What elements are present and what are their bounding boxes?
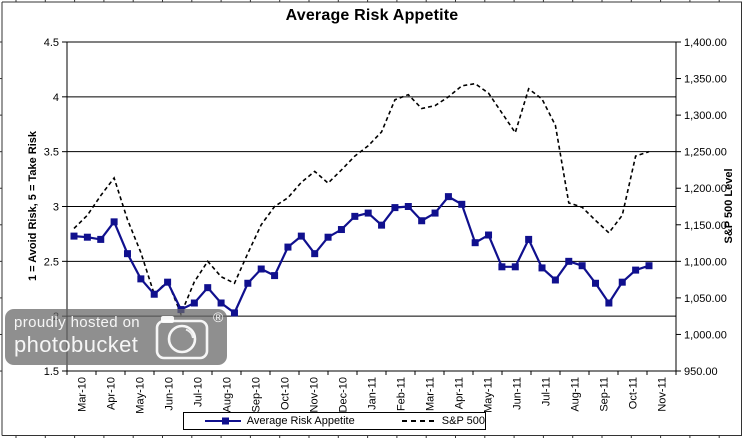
- x-axis-tick-label: Sep-10: [251, 377, 263, 412]
- x-axis-tick-label: Sep-11: [599, 377, 611, 412]
- sp500-line: [73, 82, 650, 317]
- risk-appetite-marker: [364, 209, 372, 217]
- risk-appetite-marker: [458, 200, 466, 208]
- risk-appetite-marker: [645, 262, 653, 270]
- left-axis-tick-label: 4: [53, 92, 59, 104]
- risk-appetite-marker: [217, 299, 225, 307]
- x-axis-tick-label: Mar-11: [425, 377, 437, 411]
- risk-appetite-marker: [70, 232, 78, 240]
- risk-appetite-marker: [324, 233, 332, 241]
- risk-appetite-marker: [297, 232, 305, 240]
- risk-appetite-marker: [485, 231, 493, 239]
- risk-appetite-marker: [471, 239, 479, 247]
- left-axis-title: 1 = Avoid Risk, 5 = Take Risk: [27, 131, 39, 281]
- risk-appetite-marker: [498, 263, 506, 271]
- left-axis-tick-label: 1.5: [44, 366, 59, 378]
- x-axis-tick-label: Apr-11: [454, 377, 466, 409]
- photobucket-watermark: proudly hosted on photobucket ®: [5, 309, 227, 365]
- legend: Average Risk Appetite S&P 500: [183, 412, 486, 430]
- risk-appetite-marker: [337, 226, 345, 234]
- right-axis-tick-label: 1,350.00: [684, 74, 727, 86]
- right-axis-tick-label: 1,250.00: [684, 147, 727, 159]
- risk-appetite-marker: [311, 250, 319, 258]
- risk-appetite-marker: [592, 279, 600, 287]
- risk-appetite-marker: [391, 204, 399, 212]
- risk-appetite-marker: [431, 209, 439, 217]
- risk-appetite-marker: [97, 235, 105, 243]
- x-axis-tick-label: Aug-11: [570, 377, 582, 412]
- right-axis-tick-label: 1,100.00: [684, 256, 727, 268]
- x-axis-tick-label: Oct-10: [280, 377, 292, 410]
- legend-label-risk-appetite: Average Risk Appetite: [246, 415, 355, 427]
- risk-appetite-marker: [230, 309, 238, 317]
- x-axis-tick-label: Aug-10: [222, 377, 234, 412]
- left-axis-tick-label: 3: [53, 202, 59, 214]
- risk-appetite-marker: [632, 266, 640, 274]
- risk-appetite-marker: [137, 275, 145, 283]
- risk-appetite-marker: [190, 299, 198, 307]
- left-axis-tick-label: 4.5: [44, 37, 59, 49]
- x-axis-tick-label: Nov-11: [657, 377, 669, 412]
- x-axis-tick-label: Jul-10: [193, 377, 205, 407]
- risk-appetite-marker: [164, 278, 172, 286]
- x-axis-tick-label: Mar-10: [77, 377, 89, 412]
- risk-appetite-marker: [525, 235, 533, 243]
- risk-appetite-marker: [605, 299, 613, 307]
- x-axis-tick-label: Feb-11: [396, 377, 408, 411]
- risk-appetite-marker: [284, 243, 292, 251]
- left-axis-tick-label: 3.5: [44, 147, 59, 159]
- watermark-text-line1: proudly hosted on: [14, 314, 141, 331]
- risk-appetite-marker: [110, 218, 118, 226]
- right-axis-tick-label: 1,150.00: [684, 220, 727, 232]
- x-axis-tick-label: Jul-11: [541, 377, 553, 406]
- x-axis-tick-label: Jun-10: [164, 377, 176, 411]
- right-axis-tick-label: 950.00: [684, 366, 718, 378]
- risk-appetite-line: [73, 195, 650, 315]
- risk-appetite-marker: [565, 257, 573, 265]
- risk-series-sample-line: [205, 417, 241, 425]
- risk-appetite-marker: [404, 203, 412, 210]
- risk-appetite-marker: [204, 284, 212, 292]
- right-axis-title: S&P 500 Level: [723, 168, 735, 244]
- risk-appetite-marker: [83, 233, 91, 241]
- right-axis-tick-label: 1,000.00: [684, 329, 727, 341]
- x-axis-tick-label: May-10: [135, 377, 147, 414]
- risk-appetite-marker: [150, 290, 158, 298]
- risk-appetite-marker: [351, 212, 359, 220]
- risk-appetite-marker: [618, 278, 626, 286]
- risk-appetite-marker: [444, 193, 452, 201]
- registered-trademark-icon: ®: [213, 309, 224, 325]
- right-axis-tick-label: 1,200.00: [684, 183, 727, 195]
- risk-appetite-marker: [271, 272, 279, 280]
- risk-appetite-marker: [538, 264, 546, 272]
- legend-label-sp500: S&P 500: [441, 415, 485, 427]
- x-axis-tick-label: Oct-11: [628, 377, 640, 409]
- x-axis-tick-label: Dec-10: [338, 377, 350, 412]
- risk-appetite-marker: [123, 250, 131, 258]
- left-axis-tick-label: 2.5: [44, 256, 59, 268]
- chart-title: Average Risk Appetite: [285, 7, 459, 24]
- risk-appetite-marker: [418, 217, 426, 225]
- camera-icon: [155, 316, 209, 360]
- x-axis-tick-label: May-11: [483, 377, 495, 413]
- risk-appetite-marker: [578, 262, 586, 270]
- x-axis-tick-label: Apr-10: [106, 377, 118, 410]
- risk-appetite-marker: [378, 221, 386, 229]
- watermark-text-line2: photobucket: [14, 332, 139, 357]
- x-axis-tick-label: Nov-10: [309, 377, 321, 412]
- sp500-series-sample-line: [401, 420, 436, 422]
- right-axis-tick-label: 1,050.00: [684, 293, 727, 305]
- x-axis-tick-label: Jan-11: [367, 377, 379, 410]
- right-axis-tick-label: 1,300.00: [684, 110, 727, 122]
- risk-appetite-marker: [257, 265, 265, 273]
- risk-appetite-marker: [551, 276, 559, 284]
- right-axis-tick-label: 1,400.00: [684, 37, 727, 49]
- x-axis-tick-label: Jun-11: [512, 377, 524, 410]
- risk-appetite-marker: [244, 279, 252, 287]
- risk-appetite-marker: [511, 263, 519, 271]
